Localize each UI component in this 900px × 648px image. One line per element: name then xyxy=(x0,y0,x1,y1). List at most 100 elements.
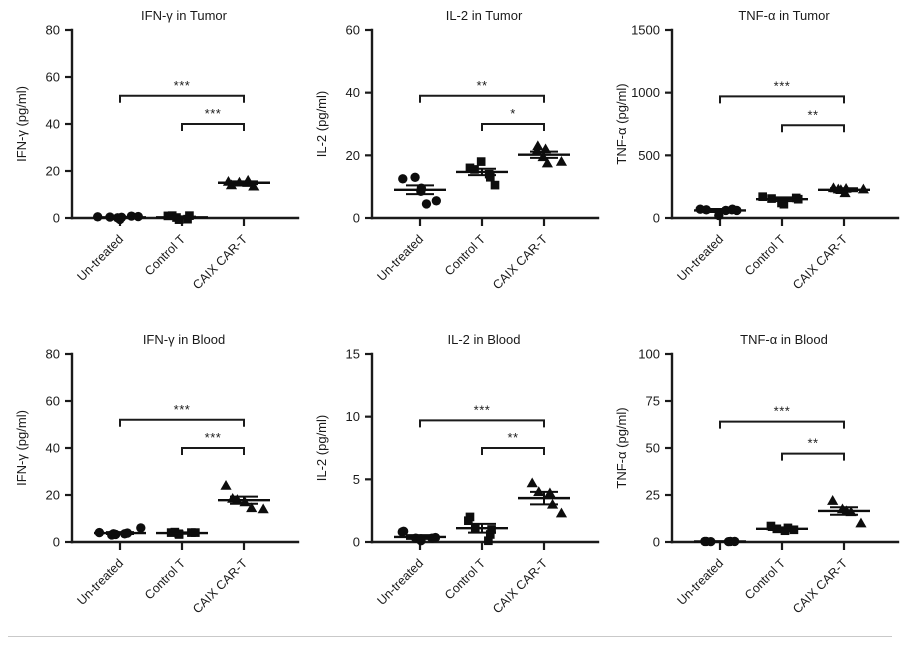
data-point-square xyxy=(487,525,496,534)
x-tick-label-2: CAIX CAR-T xyxy=(490,232,550,292)
significance-label: ** xyxy=(476,78,487,93)
x-tick-label-0: Un-treated xyxy=(674,232,726,284)
series-caix-car-t xyxy=(218,174,270,191)
panel-ifng-blood: IFN-γ in Blood 0 20 40 60 80 IFN-γ (pg/ml) Un-t… xyxy=(0,324,300,648)
y-tick-label: 1000 xyxy=(631,85,660,100)
data-point-circle xyxy=(410,172,420,182)
data-point-triangle xyxy=(220,480,232,490)
x-tick-label-0: Un-treated xyxy=(374,556,426,608)
data-point-circle xyxy=(398,526,409,537)
significance-bracket xyxy=(781,124,845,133)
panel-title: TNF-α in Tumor xyxy=(738,8,830,23)
series-control-t xyxy=(156,211,208,224)
significance-bracket xyxy=(419,94,545,103)
significance-bracket xyxy=(481,123,545,131)
series-un-treated xyxy=(394,526,446,546)
significance-bracket xyxy=(119,418,245,427)
significance-bracket xyxy=(181,123,245,131)
y-tick-label: 20 xyxy=(46,164,60,179)
data-point-square xyxy=(485,172,495,182)
series-caix-car-t xyxy=(218,480,270,514)
y-tick-label: 40 xyxy=(46,441,60,456)
y-tick-label: 40 xyxy=(346,85,360,100)
y-tick-label: 0 xyxy=(653,211,660,226)
y-tick-label: 15 xyxy=(346,347,360,362)
data-point-circle xyxy=(714,210,724,221)
y-tick-label: 40 xyxy=(46,117,60,132)
data-point-triangle xyxy=(246,502,258,513)
data-point-triangle xyxy=(248,180,260,191)
significance-bracket xyxy=(119,94,245,103)
y-tick-label: 5 xyxy=(353,472,360,487)
y-tick-label: 0 xyxy=(653,535,660,550)
x-tick-label-2: CAIX CAR-T xyxy=(790,232,850,292)
panel-title: IFN-γ in Blood xyxy=(143,332,225,347)
x-tick-label-0: Un-treated xyxy=(74,556,126,608)
series-caix-car-t xyxy=(518,140,570,168)
y-tick-label: 1500 xyxy=(631,23,660,38)
y-tick-label: 20 xyxy=(46,488,60,503)
significance-label: *** xyxy=(205,430,222,445)
y-axis-label: IFN-γ (pg/ml) xyxy=(14,86,29,162)
x-tick-label-0: Un-treated xyxy=(674,556,726,608)
y-tick-label: 0 xyxy=(53,535,60,550)
data-point-square xyxy=(484,536,493,546)
y-tick-label: 100 xyxy=(638,347,660,362)
x-tick-label-1: Control T xyxy=(142,232,188,278)
significance-bracket xyxy=(719,420,845,429)
series-caix-car-t xyxy=(818,495,870,528)
y-tick-label: 0 xyxy=(353,211,360,226)
series-control-t xyxy=(156,527,208,539)
y-axis-label: IFN-γ (pg/ml) xyxy=(14,410,29,486)
data-point-square xyxy=(485,530,495,539)
panel-title: IL-2 in Blood xyxy=(448,332,521,347)
series-un-treated xyxy=(394,172,446,209)
x-tick-label-1: Control T xyxy=(742,556,788,602)
x-tick-label-1: Control T xyxy=(142,556,188,602)
y-tick-label: 50 xyxy=(646,441,660,456)
significance-label: *** xyxy=(774,404,791,419)
data-point-triangle xyxy=(857,183,869,194)
data-point-circle xyxy=(136,523,146,533)
y-tick-label: 10 xyxy=(346,409,360,424)
y-tick-label: 60 xyxy=(46,70,60,85)
data-point-triangle xyxy=(827,495,839,505)
significance-bracket xyxy=(181,447,245,455)
data-point-square xyxy=(777,198,786,208)
data-point-square xyxy=(163,211,173,221)
y-tick-label: 60 xyxy=(46,394,60,409)
y-axis-label: TNF-α (pg/ml) xyxy=(614,83,629,164)
data-point-triangle xyxy=(541,157,553,168)
y-tick-label: 75 xyxy=(646,394,660,409)
panel-title: TNF-α in Blood xyxy=(740,332,828,347)
y-tick-label: 80 xyxy=(46,347,60,362)
panel-il2-blood: IL-2 in Blood 0 5 10 15 IL-2 (pg/ml) Un-treate… xyxy=(300,324,600,648)
series-control-t xyxy=(756,521,808,536)
data-point-circle xyxy=(431,196,442,206)
data-point-triangle xyxy=(257,503,269,514)
significance-label: *** xyxy=(774,78,791,93)
x-tick-label-2: CAIX CAR-T xyxy=(790,556,850,616)
significance-label: *** xyxy=(174,402,191,417)
x-tick-label-1: Control T xyxy=(442,556,488,602)
series-control-t xyxy=(456,157,508,190)
x-tick-label-1: Control T xyxy=(442,232,488,278)
data-point-triangle xyxy=(555,507,568,518)
series-un-treated xyxy=(694,204,746,221)
y-tick-label: 0 xyxy=(353,535,360,550)
significance-bracket xyxy=(481,447,545,455)
panel-tnfa-tumor: TNF-α in Tumor 0 500 1000 1500 TNF-α (pg/ml) U… xyxy=(600,0,900,324)
significance-label: *** xyxy=(174,78,191,93)
significance-label: ** xyxy=(807,107,818,122)
significance-label: *** xyxy=(205,106,222,121)
significance-label: * xyxy=(510,106,516,121)
significance-bracket xyxy=(781,452,845,461)
data-point-square xyxy=(490,180,500,190)
data-point-square xyxy=(758,192,768,202)
series-un-treated xyxy=(694,536,746,547)
series-control-t xyxy=(456,512,508,546)
y-tick-label: 500 xyxy=(638,148,660,163)
panel-tnfa-blood: TNF-α in Blood 0 25 50 75 100 TNF-α (pg/ml) Un-… xyxy=(600,324,900,648)
series-caix-car-t xyxy=(518,477,570,518)
